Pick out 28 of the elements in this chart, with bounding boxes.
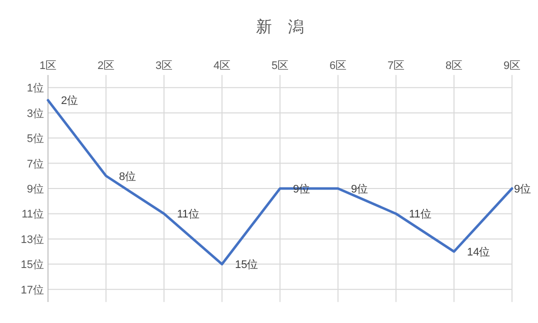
data-label: 14位 bbox=[467, 246, 490, 259]
data-label: 9位 bbox=[293, 184, 310, 196]
data-label: 11位 bbox=[409, 208, 432, 221]
data-label: 9位 bbox=[514, 184, 532, 196]
y-tick-label: 5位 bbox=[26, 133, 44, 146]
y-tick-label: 7位 bbox=[26, 158, 44, 170]
x-tick-label: 1区 bbox=[39, 60, 57, 72]
data-label: 8位 bbox=[119, 170, 136, 183]
y-tick-label: 13位 bbox=[20, 234, 44, 246]
data-label: 2位 bbox=[61, 95, 78, 108]
y-tick-label: 9位 bbox=[26, 184, 44, 196]
x-tick-label: 6区 bbox=[329, 60, 347, 72]
x-tick-label: 7区 bbox=[387, 60, 405, 72]
y-tick-label: 3位 bbox=[26, 108, 44, 120]
x-tick-label: 9区 bbox=[503, 60, 521, 72]
y-tick-label: 17位 bbox=[20, 284, 44, 296]
x-tick-label: 2区 bbox=[97, 60, 115, 72]
y-tick-label: 15位 bbox=[20, 259, 44, 272]
data-label: 11位 bbox=[177, 208, 200, 221]
y-tick-label: 11位 bbox=[22, 208, 44, 221]
y-tick-label: 1位 bbox=[26, 82, 44, 95]
x-tick-label: 3区 bbox=[155, 60, 173, 72]
x-tick-label: 8区 bbox=[445, 60, 463, 72]
data-label: 15位 bbox=[235, 259, 258, 272]
data-label: 9位 bbox=[351, 184, 368, 196]
x-tick-label: 4区 bbox=[213, 60, 231, 72]
chart-title: 新 潟 bbox=[256, 18, 304, 36]
x-tick-label: 5区 bbox=[271, 60, 289, 72]
